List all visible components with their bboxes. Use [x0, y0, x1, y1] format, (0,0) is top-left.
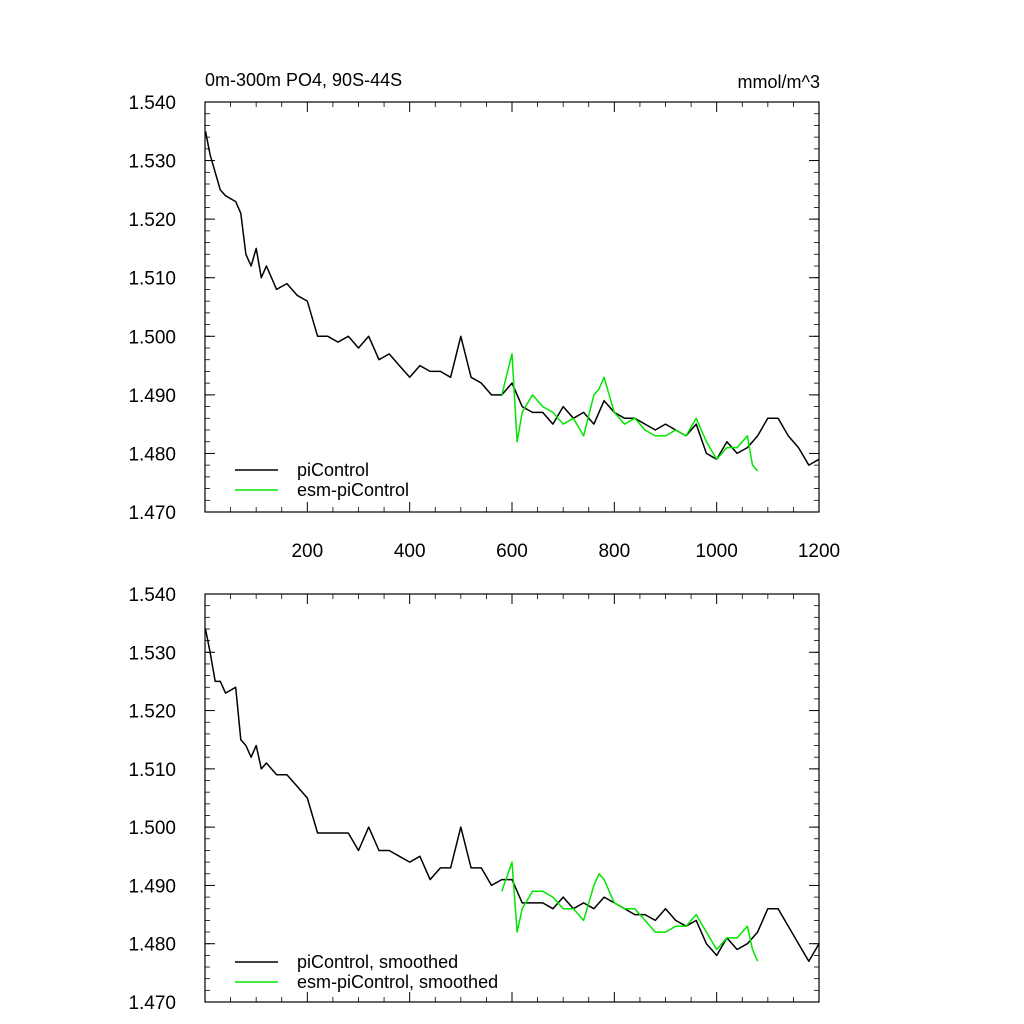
x-tick-label: 1200 [798, 541, 840, 562]
units-label: mmol/m^3 [738, 72, 820, 92]
y-tick-label: 1.480 [128, 935, 176, 956]
top-panel: 0m-300m PO4, 90S-44S mmol/m^3 1.470 1.480… [128, 70, 840, 562]
y-tick-label: 1.510 [128, 760, 176, 781]
y-tick-label: 1.520 [128, 210, 176, 231]
bottom-panel: 1.470 1.480 1.490 1.500 1.510 1.520 1.530 1.540… [128, 585, 820, 1014]
plot-lines [204, 131, 820, 472]
y-tick-label: 1.530 [128, 643, 176, 664]
x-tick-label: 200 [291, 541, 323, 562]
y-tick-label: 1.510 [128, 269, 176, 290]
series-line-esm-picontrol-smoothed [501, 861, 759, 962]
y-tick-label: 1.490 [128, 876, 176, 897]
x-axis: 200 400 600 800 1000 1200 [230, 102, 840, 562]
x-tick-label: 600 [496, 541, 528, 562]
series-line-picontrol [204, 131, 820, 466]
series-line-esm-picontrol [501, 353, 759, 472]
y-tick-label: 1.540 [128, 93, 176, 114]
y-tick-label: 1.500 [128, 818, 176, 839]
legend-label-picontrol-smoothed: piControl, smoothed [297, 952, 458, 972]
plot-lines [204, 628, 820, 962]
y-tick-label: 1.470 [128, 503, 176, 524]
panel-title: 0m-300m PO4, 90S-44S [205, 70, 402, 90]
plot-frame [204, 101, 820, 513]
legend: piControl esm-piControl [235, 460, 409, 500]
y-tick-label: 1.500 [128, 327, 176, 348]
y-tick-label: 1.530 [128, 152, 176, 173]
x-tick-label: 800 [598, 541, 630, 562]
series-line-picontrol-smoothed [204, 628, 820, 962]
y-tick-label: 1.480 [128, 444, 176, 465]
y-tick-label: 1.520 [128, 702, 176, 723]
x-axis [230, 594, 820, 1002]
plot-frame [204, 593, 820, 1003]
y-axis: 1.470 1.480 1.490 1.500 1.510 1.520 1.530 1.540 [128, 585, 819, 1014]
legend-label-picontrol: piControl [297, 460, 369, 480]
y-tick-label: 1.490 [128, 386, 176, 407]
legend: piControl, smoothed esm-piControl, smoot… [235, 952, 498, 992]
y-tick-label: 1.470 [128, 993, 176, 1014]
legend-label-esm-picontrol: esm-piControl [297, 480, 409, 500]
y-axis: 1.470 1.480 1.490 1.500 1.510 1.520 1.530 1.540 [128, 93, 819, 524]
x-tick-label: 400 [394, 541, 426, 562]
x-tick-label: 1000 [696, 541, 738, 562]
y-tick-label: 1.540 [128, 585, 176, 606]
legend-label-esm-picontrol-smoothed: esm-piControl, smoothed [297, 972, 498, 992]
